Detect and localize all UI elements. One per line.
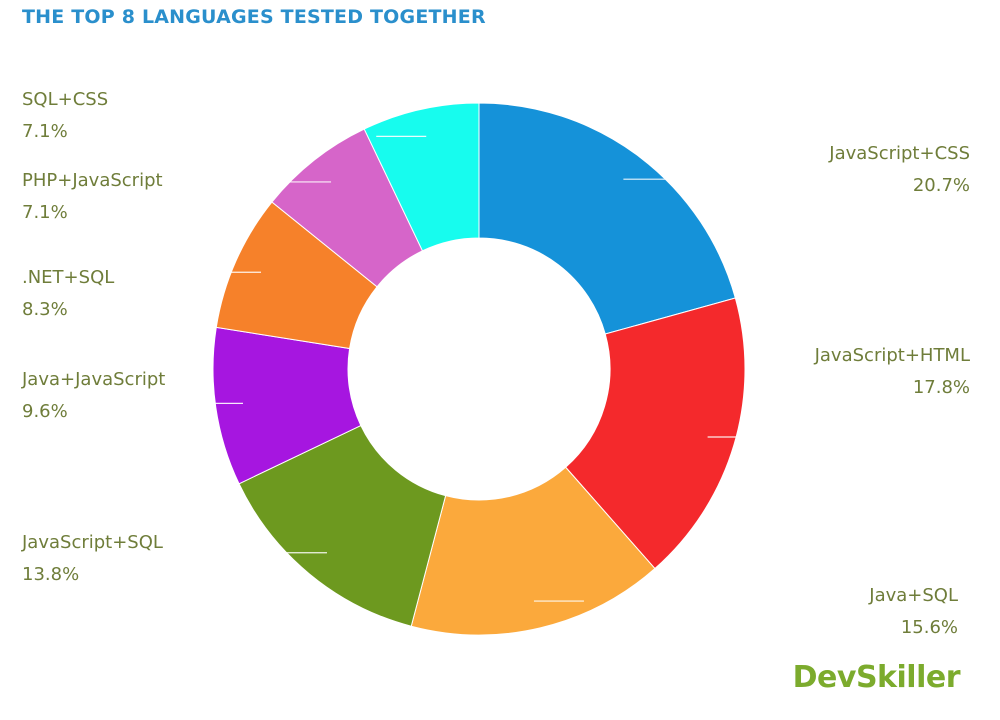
slice-sql-css (363, 102, 480, 252)
value-label: 20.7% (912, 175, 970, 196)
data-label-javascript-sql: JavaScript+SQL 13.8% (22, 527, 163, 591)
slice-javascript-html (564, 297, 746, 570)
data-label-java-sql: Java+SQL 15.6% (869, 580, 958, 644)
slice-java-sql (410, 466, 656, 636)
chart-title: THE TOP 8 LANGUAGES TESTED TOGETHER (22, 6, 486, 28)
value-label: 8.3% (22, 299, 68, 320)
devskiller-logo: DevSkiller (792, 660, 961, 695)
value-label: 15.6% (900, 617, 958, 638)
data-label-php-javascript: PHP+JavaScript 7.1% (22, 165, 163, 229)
data-label-javascript-css: JavaScript+CSS 20.7% (829, 138, 970, 202)
data-label-java-javascript: Java+JavaScript 9.6% (22, 364, 165, 428)
category-label: JavaScript+HTML (814, 345, 970, 366)
data-label-javascript-html: JavaScript+HTML 17.8% (815, 340, 970, 404)
category-label: JavaScript+CSS (829, 143, 970, 164)
data-label-dotnet-sql: .NET+SQL 8.3% (22, 262, 114, 326)
value-label: 7.1% (22, 121, 68, 142)
value-label: 9.6% (22, 401, 68, 422)
value-label: 7.1% (22, 202, 68, 223)
value-label: 13.8% (22, 564, 80, 585)
category-label: PHP+JavaScript (22, 170, 163, 191)
value-label: 17.8% (912, 377, 970, 398)
category-label: Java+SQL (869, 585, 958, 606)
slice-javascript-css (478, 102, 736, 335)
category-label: Java+JavaScript (22, 369, 166, 390)
category-label: JavaScript+SQL (22, 532, 163, 553)
category-label: SQL+CSS (22, 89, 109, 110)
category-label: .NET+SQL (22, 267, 115, 288)
slice-javascript-sql (238, 424, 447, 627)
data-label-sql-css: SQL+CSS 7.1% (22, 84, 108, 148)
